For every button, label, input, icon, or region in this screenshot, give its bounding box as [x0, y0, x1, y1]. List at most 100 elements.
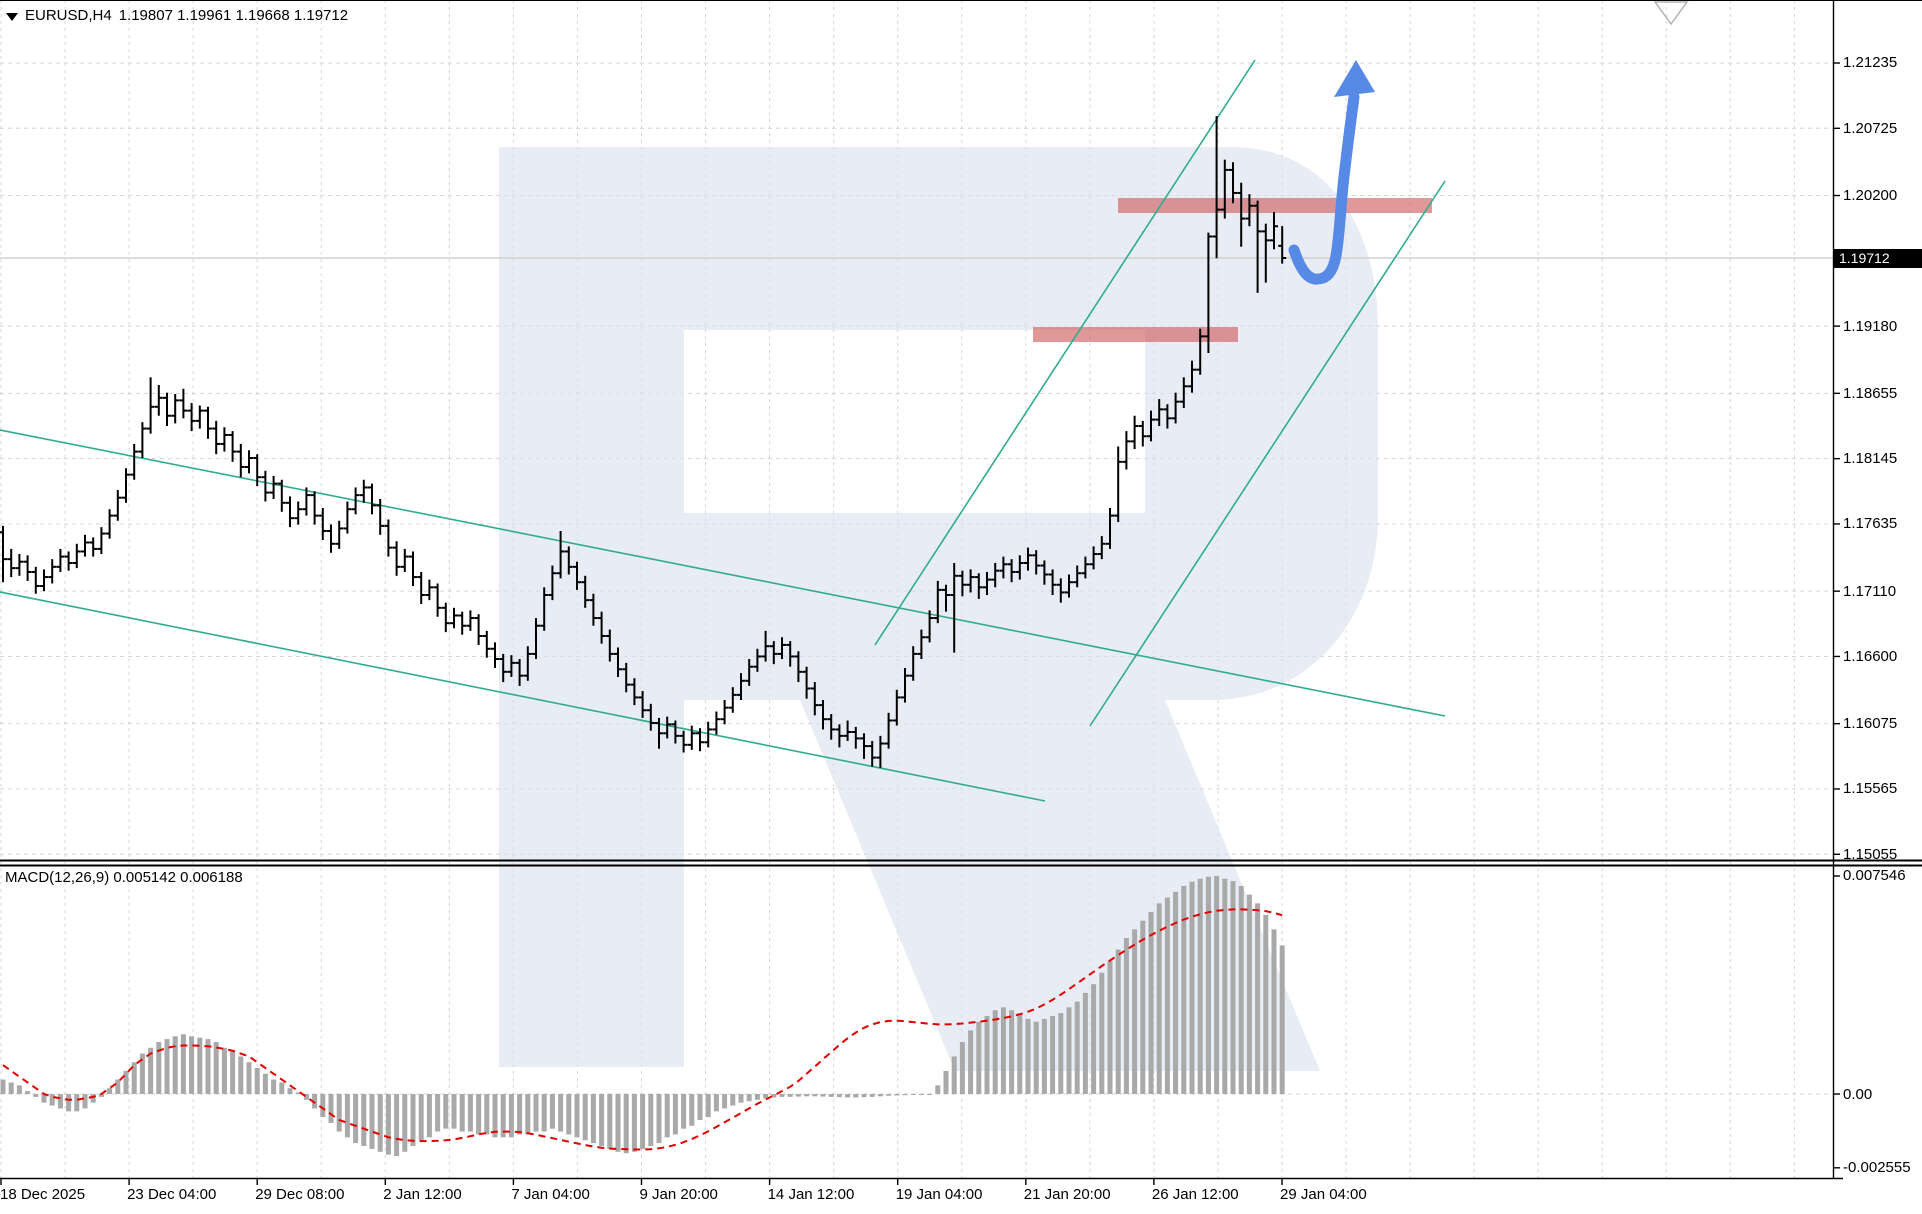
macd-histogram-bar	[312, 1094, 318, 1109]
macd-histogram-bar	[476, 1094, 482, 1135]
descending-trendline	[0, 429, 1446, 717]
date-axis-label: 21 Jan 20:00	[1023, 1186, 1111, 1203]
macd-histogram-bar	[16, 1085, 22, 1094]
macd-histogram-bar	[1271, 929, 1277, 1094]
macd-histogram-bar	[1025, 1018, 1031, 1094]
price-axis-label: 1.18655	[1843, 384, 1898, 402]
macd-histogram-bar	[98, 1094, 104, 1097]
price-axis-label: 1.16075	[1843, 715, 1898, 733]
macd-histogram-bar	[426, 1094, 432, 1138]
macd-histogram-bar	[361, 1094, 367, 1147]
macd-histogram-bar	[1050, 1015, 1056, 1094]
date-axis-label: 2 Jan 12:00	[383, 1186, 462, 1203]
macd-histogram-bar	[820, 1094, 826, 1097]
macd-histogram-bar	[1214, 875, 1220, 1094]
date-axis-label: 7 Jan 04:00	[511, 1186, 590, 1203]
symbol-dropdown-icon[interactable]	[6, 12, 18, 21]
macd-histogram-bar	[484, 1094, 490, 1135]
date-axis-label: 29 Dec 08:00	[255, 1186, 345, 1203]
macd-histogram-bar	[607, 1094, 613, 1149]
macd-histogram-bar	[74, 1094, 80, 1112]
macd-histogram-bar	[1230, 881, 1236, 1094]
macd-histogram-bar	[877, 1094, 883, 1097]
macd-histogram-bar	[869, 1094, 875, 1097]
macd-histogram-bar	[1066, 1007, 1072, 1094]
price-axis-label: 1.17635	[1843, 515, 1898, 533]
macd-histogram-bar	[656, 1094, 662, 1144]
macd-histogram-bar	[517, 1094, 523, 1135]
time-axis[interactable]: 18 Dec 2025 23 Dec 04:00 29 Dec 08:00 2 Jan…	[0, 1178, 1922, 1214]
macd-histogram-bar	[845, 1094, 851, 1098]
macd-histogram-bar	[254, 1067, 260, 1094]
panel-separator-line	[0, 859, 1922, 862]
macd-histogram-bar	[1255, 903, 1261, 1094]
macd-histogram-bar	[910, 1094, 916, 1095]
macd-histogram-bar	[1181, 885, 1187, 1094]
macd-histogram-bar	[689, 1094, 695, 1126]
macd-histogram-bar	[574, 1094, 580, 1138]
date-axis-label: 18 Dec 2025	[0, 1186, 86, 1203]
macd-histogram-bar	[730, 1094, 736, 1106]
macd-histogram-bar	[344, 1094, 350, 1138]
macd-histogram-bar	[976, 1021, 982, 1094]
macd-histogram-bar	[763, 1094, 769, 1099]
macd-histogram-bar	[623, 1094, 629, 1154]
macd-histogram-bar	[631, 1094, 637, 1152]
macd-histogram-bar	[1132, 929, 1138, 1094]
price-axis-label: 1.20725	[1843, 119, 1898, 137]
date-axis-label: 9 Jan 20:00	[639, 1186, 718, 1203]
macd-histogram-bar	[180, 1034, 186, 1094]
macd-histogram-bar	[353, 1094, 359, 1144]
projection-arrow-head	[1334, 60, 1375, 97]
macd-histogram-bar	[33, 1094, 39, 1097]
macd-histogram-bar	[1164, 897, 1170, 1094]
date-axis-label: 14 Jan 12:00	[767, 1186, 855, 1203]
macd-histogram-bar	[754, 1094, 760, 1100]
price-axis-label: 1.21235	[1843, 54, 1898, 72]
macd-histogram-bar	[336, 1094, 342, 1132]
macd-histogram-bar	[369, 1094, 375, 1149]
macd-histogram-bar	[172, 1036, 178, 1094]
macd-histogram-bar	[943, 1070, 949, 1094]
macd-histogram-bar	[566, 1094, 572, 1135]
macd-histogram-bar	[394, 1094, 400, 1157]
macd-histogram-bar	[1123, 937, 1129, 1094]
macd-histogram-bar	[541, 1094, 547, 1132]
macd-histogram-bar	[918, 1094, 924, 1095]
macd-histogram-bar	[271, 1079, 277, 1094]
macd-histogram-bar	[303, 1094, 309, 1100]
date-axis-label: 23 Dec 04:00	[127, 1186, 217, 1203]
watermark-logo	[684, 147, 1378, 700]
macd-histogram-bar	[705, 1094, 711, 1118]
macd-histogram-bar	[984, 1015, 990, 1094]
macd-histogram-bar	[148, 1047, 154, 1094]
macd-histogram-bar	[1058, 1013, 1064, 1094]
ascending-trendline	[874, 59, 1256, 646]
macd-histogram-bar	[722, 1094, 728, 1109]
macd-axis-label: 0.00	[1843, 1085, 1873, 1103]
ascending-trendline	[1089, 180, 1446, 727]
macd-histogram-bar	[804, 1094, 810, 1097]
projection-arrow-shaft	[1288, 91, 1360, 285]
macd-label: MACD(12,26,9)	[5, 869, 110, 886]
macd-histogram-bar	[590, 1094, 596, 1144]
macd-histogram-bar	[320, 1094, 326, 1118]
price-axis-label: 1.15565	[1843, 780, 1898, 798]
macd-histogram-bar	[615, 1094, 621, 1152]
date-axis-label: 29 Jan 04:00	[1280, 1186, 1367, 1203]
macd-histogram-bar	[1173, 891, 1179, 1094]
price-axis-label: 1.16600	[1843, 647, 1898, 665]
macd-histogram-bar	[8, 1082, 14, 1094]
macd-histogram-bar	[328, 1094, 334, 1123]
macd-axis-label: -0.002555	[1843, 1159, 1911, 1177]
macd-histogram-bar	[164, 1039, 170, 1094]
macd-histogram-bar	[139, 1053, 145, 1094]
macd-histogram-bar	[533, 1094, 539, 1132]
descending-trendline	[0, 591, 1046, 802]
price-axis[interactable]: 1.21235 1.20725 1.20200 1.19180 1.18655 1.181…	[1833, 0, 1922, 1178]
macd-histogram-bar	[771, 1094, 777, 1098]
macd-values: 0.005142 0.006188	[113, 869, 243, 886]
macd-histogram-bar	[57, 1094, 63, 1109]
macd-histogram-bar	[107, 1088, 113, 1094]
